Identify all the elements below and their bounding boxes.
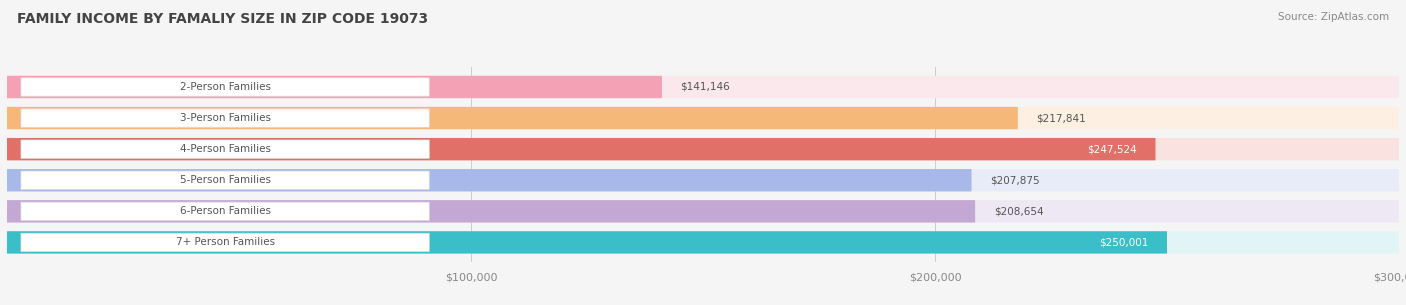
FancyBboxPatch shape	[7, 76, 662, 98]
FancyBboxPatch shape	[21, 202, 429, 221]
FancyBboxPatch shape	[21, 109, 429, 127]
Text: 3-Person Families: 3-Person Families	[180, 113, 270, 123]
Text: 7+ Person Families: 7+ Person Families	[176, 237, 274, 247]
FancyBboxPatch shape	[7, 138, 1156, 160]
FancyBboxPatch shape	[7, 107, 1018, 129]
Text: 2-Person Families: 2-Person Families	[180, 82, 270, 92]
Text: 5-Person Families: 5-Person Families	[180, 175, 270, 185]
Text: 4-Person Families: 4-Person Families	[180, 144, 270, 154]
FancyBboxPatch shape	[7, 200, 976, 223]
FancyBboxPatch shape	[7, 76, 1399, 98]
FancyBboxPatch shape	[7, 107, 1399, 129]
FancyBboxPatch shape	[7, 231, 1167, 253]
Text: $250,001: $250,001	[1099, 237, 1149, 247]
Text: Source: ZipAtlas.com: Source: ZipAtlas.com	[1278, 12, 1389, 22]
FancyBboxPatch shape	[21, 233, 429, 252]
FancyBboxPatch shape	[7, 200, 1399, 223]
FancyBboxPatch shape	[21, 78, 429, 96]
FancyBboxPatch shape	[7, 169, 1399, 192]
FancyBboxPatch shape	[7, 138, 1399, 160]
Text: $141,146: $141,146	[681, 82, 730, 92]
Text: 6-Person Families: 6-Person Families	[180, 206, 270, 216]
Text: $247,524: $247,524	[1087, 144, 1137, 154]
Text: $217,841: $217,841	[1036, 113, 1085, 123]
FancyBboxPatch shape	[7, 231, 1399, 253]
Text: $207,875: $207,875	[990, 175, 1039, 185]
Text: FAMILY INCOME BY FAMALIY SIZE IN ZIP CODE 19073: FAMILY INCOME BY FAMALIY SIZE IN ZIP COD…	[17, 12, 427, 26]
Text: $208,654: $208,654	[994, 206, 1043, 216]
FancyBboxPatch shape	[7, 169, 972, 192]
FancyBboxPatch shape	[21, 140, 429, 158]
FancyBboxPatch shape	[21, 171, 429, 189]
